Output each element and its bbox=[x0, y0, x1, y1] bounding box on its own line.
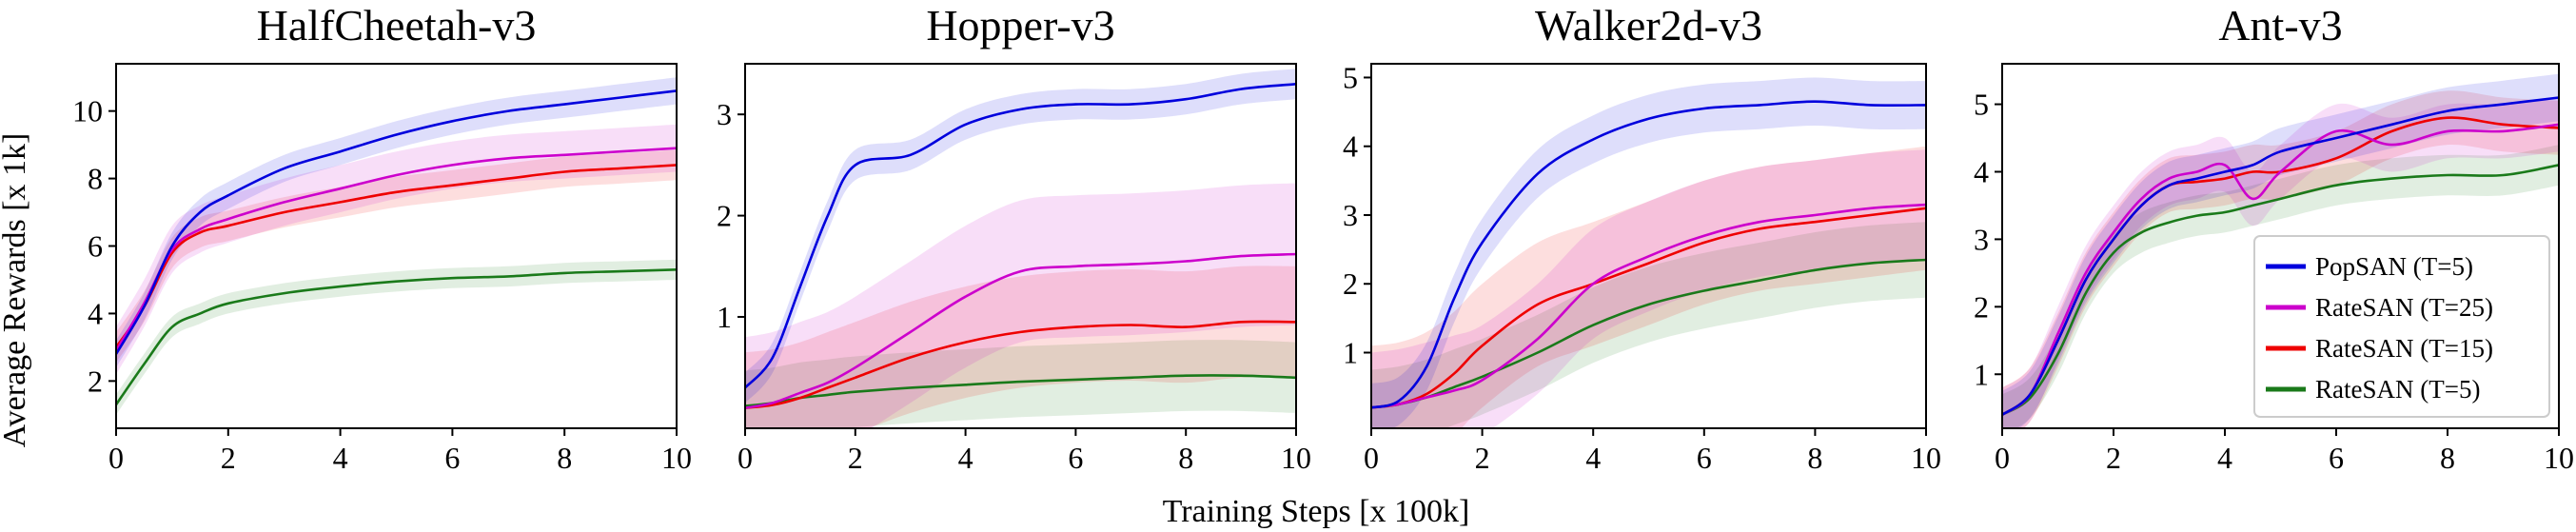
x-axis-label: Training Steps [x 100k] bbox=[1163, 494, 1470, 529]
band-0 bbox=[1371, 77, 1926, 428]
y-tick-label: 2 bbox=[717, 199, 732, 233]
x-tick-label: 0 bbox=[1995, 441, 2010, 475]
series-line-0 bbox=[116, 89, 677, 355]
x-tick-label: 0 bbox=[108, 441, 124, 475]
series-line-2 bbox=[745, 320, 1296, 409]
y-tick-label: 1 bbox=[1974, 357, 1989, 391]
x-tick-label: 10 bbox=[661, 441, 692, 475]
band-3 bbox=[2002, 145, 2559, 428]
panel-title: HalfCheetah-v3 bbox=[257, 1, 537, 49]
y-tick-label: 8 bbox=[88, 162, 103, 196]
band-0 bbox=[745, 69, 1296, 404]
plot-area bbox=[745, 69, 1296, 428]
series-line-1 bbox=[1371, 203, 1926, 409]
y-tick-label: 6 bbox=[88, 229, 103, 264]
x-tick-label: 8 bbox=[1178, 441, 1193, 475]
series-line-0 bbox=[745, 83, 1296, 389]
plot-area bbox=[1371, 77, 1926, 428]
y-tick-label: 4 bbox=[1974, 154, 1989, 188]
y-tick-label: 1 bbox=[717, 300, 732, 334]
band-3 bbox=[1371, 222, 1926, 428]
x-tick-label: 8 bbox=[557, 441, 572, 475]
panel-title: Walker2d-v3 bbox=[1535, 1, 1762, 49]
band-3 bbox=[745, 340, 1296, 428]
series-line-3 bbox=[2002, 164, 2559, 416]
plot-area bbox=[2002, 73, 2559, 428]
x-tick-label: 2 bbox=[848, 441, 863, 475]
y-tick-label: 4 bbox=[88, 296, 103, 330]
x-tick-label: 8 bbox=[2440, 441, 2455, 475]
band-0 bbox=[116, 77, 677, 368]
y-tick-label: 2 bbox=[1974, 289, 1989, 324]
y-tick-label: 10 bbox=[72, 94, 103, 128]
legend-label: RateSAN (T=15) bbox=[2315, 334, 2493, 363]
y-tick-label: 4 bbox=[1343, 129, 1358, 164]
x-tick-label: 6 bbox=[444, 441, 460, 475]
x-tick-label: 0 bbox=[1364, 441, 1379, 475]
legend: PopSAN (T=5) RateSAN (T=25) RateSAN (T=15)… bbox=[2253, 235, 2550, 418]
y-tick-label: 2 bbox=[88, 364, 103, 398]
series-line-1 bbox=[2002, 123, 2559, 416]
x-tick-label: 4 bbox=[2217, 441, 2232, 475]
y-axis-label: Average Rewards [x 1k] bbox=[0, 133, 32, 448]
axes-frame bbox=[1370, 63, 1927, 429]
band-2 bbox=[745, 266, 1296, 428]
axes-frame bbox=[2001, 63, 2560, 429]
y-tick-label: 3 bbox=[717, 97, 732, 131]
y-tick-label: 3 bbox=[1974, 222, 1989, 256]
x-tick-label: 6 bbox=[2329, 441, 2344, 475]
legend-box bbox=[2253, 235, 2550, 418]
x-tick-label: 0 bbox=[737, 441, 753, 475]
x-tick-label: 6 bbox=[1697, 441, 1712, 475]
x-tick-label: 10 bbox=[2544, 441, 2574, 475]
panel-title: Ant-v3 bbox=[2218, 1, 2342, 49]
band-3 bbox=[116, 259, 677, 415]
series-line-0 bbox=[1371, 100, 1926, 409]
x-tick-label: 2 bbox=[221, 441, 236, 475]
x-tick-label: 10 bbox=[1911, 441, 1941, 475]
band-1 bbox=[116, 124, 677, 375]
series-line-2 bbox=[116, 164, 677, 348]
y-tick-label: 5 bbox=[1343, 60, 1358, 94]
series-line-3 bbox=[116, 268, 677, 405]
y-tick-label: 3 bbox=[1343, 198, 1358, 232]
plot-area bbox=[116, 77, 677, 415]
legend-label: PopSAN (T=5) bbox=[2315, 252, 2473, 281]
band-1 bbox=[2002, 97, 2559, 428]
series-line-1 bbox=[745, 252, 1296, 409]
x-tick-label: 10 bbox=[1281, 441, 1311, 475]
legend-label: RateSAN (T=5) bbox=[2315, 375, 2480, 404]
x-tick-label: 2 bbox=[1475, 441, 1490, 475]
x-tick-label: 4 bbox=[958, 441, 973, 475]
series-line-0 bbox=[2002, 96, 2559, 416]
y-tick-label: 2 bbox=[1343, 266, 1358, 301]
x-tick-label: 8 bbox=[1807, 441, 1822, 475]
axes-frame bbox=[744, 63, 1297, 429]
y-tick-label: 5 bbox=[1974, 88, 1989, 122]
x-tick-label: 6 bbox=[1068, 441, 1083, 475]
legend-label: RateSAN (T=25) bbox=[2315, 293, 2493, 322]
x-tick-label: 4 bbox=[333, 441, 348, 475]
panel-0: 0 2 4 6 8 10 2 4 6 8 10 HalfCheetah-v3 bbox=[72, 1, 692, 475]
x-tick-label: 2 bbox=[2106, 441, 2121, 475]
series-line-1 bbox=[116, 147, 677, 352]
panel-title: Hopper-v3 bbox=[926, 1, 1114, 49]
x-tick-label: 4 bbox=[1585, 441, 1601, 475]
y-tick-label: 1 bbox=[1343, 336, 1358, 370]
band-2 bbox=[1371, 146, 1926, 428]
